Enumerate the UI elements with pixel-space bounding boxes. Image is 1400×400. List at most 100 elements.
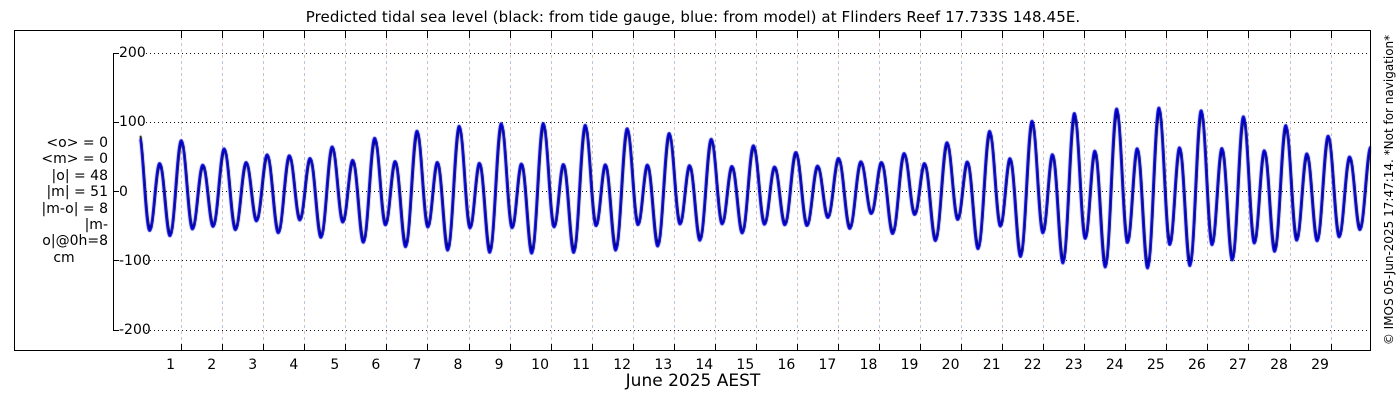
y-tick [114, 191, 119, 193]
x-tick-top [591, 31, 593, 38]
x-tick-label: 5 [330, 357, 340, 373]
x-tick-label: 7 [412, 357, 422, 373]
y-tick [114, 260, 119, 262]
stat-line-mean-o: <o> = 0 [46, 135, 108, 151]
x-tick-label: 15 [736, 357, 755, 373]
x-tick-top [1125, 31, 1127, 38]
x-tick-bottom [304, 344, 306, 351]
x-tick-bottom [632, 344, 634, 351]
x-tick-bottom [181, 344, 183, 351]
stat-units-label: cm [53, 249, 75, 266]
x-tick-label: 20 [941, 357, 960, 373]
x-tick-bottom [1330, 344, 1332, 351]
x-tick-top [755, 31, 757, 38]
x-tick-label: 27 [1229, 357, 1247, 373]
stat-line-abs-m: |m| = 51 [46, 184, 108, 201]
x-tick-top [714, 31, 716, 38]
y-tick-label: 0 [119, 183, 128, 200]
x-tick-top [1043, 31, 1045, 38]
x-tick-bottom [1166, 344, 1168, 351]
x-tick-label: 11 [572, 357, 591, 373]
x-tick-label: 18 [859, 357, 878, 373]
y-tick-label: -100 [119, 252, 151, 269]
x-tick-top [1002, 31, 1004, 38]
y-tick [114, 52, 119, 54]
x-tick-bottom [1002, 344, 1004, 351]
y-tick [114, 329, 119, 331]
stat-line-mean-m: <m> = 0 [41, 151, 108, 168]
x-tick-top [879, 31, 880, 38]
x-tick-label: 3 [248, 357, 258, 373]
x-tick-bottom [509, 344, 511, 351]
x-tick-top [1330, 31, 1332, 38]
x-tick-label: 26 [1187, 357, 1206, 373]
x-tick-bottom [263, 344, 265, 351]
x-tick-top [920, 31, 922, 38]
x-tick-top [1084, 31, 1086, 38]
x-tick-label: 2 [207, 357, 217, 373]
x-tick-bottom [386, 344, 388, 351]
x-tick-label: 12 [613, 357, 632, 373]
y-axis-line [113, 53, 114, 331]
x-tick-label: 17 [818, 357, 837, 373]
x-tick-bottom [345, 344, 347, 351]
y-tick-label: 100 [119, 114, 146, 131]
x-tick-label: 22 [1023, 357, 1042, 373]
x-tick-label: 1 [166, 357, 176, 373]
x-tick-top [1207, 31, 1209, 38]
x-tick-label: 8 [453, 357, 463, 373]
x-tick-bottom [1248, 344, 1250, 351]
stats-block: <o> = 0 <m> = 0 |o| = 48 |m| = 51 |m-o| … [20, 135, 108, 266]
x-tick-top [961, 31, 963, 38]
stat-line-mo-0h: |m-o|@0h=8 [42, 217, 108, 250]
x-tick-label: 13 [654, 357, 673, 373]
x-tick-bottom [755, 344, 757, 351]
x-tick-bottom [591, 344, 593, 351]
x-tick-top [837, 31, 839, 38]
y-tick [114, 121, 119, 123]
x-tick-top [1166, 31, 1168, 38]
x-tick-label: 4 [289, 357, 299, 373]
x-tick-bottom [427, 344, 429, 351]
x-tick-bottom [222, 344, 224, 351]
x-tick-label: 10 [531, 357, 549, 373]
x-tick-bottom [468, 344, 470, 351]
y-tick-label: 200 [119, 45, 146, 62]
x-tick-top [304, 31, 306, 38]
x-tick-top [181, 31, 183, 38]
x-tick-label: 16 [777, 357, 796, 373]
x-tick-top [796, 31, 798, 38]
x-tick-label: 24 [1105, 357, 1124, 373]
x-tick-top [427, 31, 429, 38]
stat-line-abs-mo: |m-o| = 8 [41, 200, 109, 217]
x-tick-label: 25 [1146, 357, 1165, 373]
stat-line-abs-o: |o| = 48 [51, 167, 108, 184]
x-tick-bottom [1207, 344, 1209, 351]
x-tick-top [1248, 31, 1250, 38]
x-tick-label: 9 [494, 357, 504, 373]
x-tick-bottom [796, 344, 798, 351]
x-tick-top [673, 31, 675, 38]
x-tick-label: 23 [1064, 357, 1083, 373]
x-tick-top [222, 31, 224, 38]
x-tick-bottom [550, 344, 552, 351]
x-tick-top [345, 31, 347, 38]
x-tick-bottom [879, 344, 880, 351]
x-tick-label: 28 [1270, 357, 1288, 373]
x-tick-label: 29 [1311, 357, 1329, 373]
x-tick-bottom [1289, 344, 1291, 351]
x-tick-bottom [714, 344, 716, 351]
x-tick-top [263, 31, 265, 38]
x-tick-bottom [673, 344, 675, 351]
x-tick-label: 21 [982, 357, 1001, 373]
x-tick-top [632, 31, 634, 38]
x-tick-label: 6 [371, 357, 381, 373]
x-tick-bottom [1125, 344, 1127, 351]
x-tick-bottom [1043, 344, 1045, 351]
x-tick-bottom [920, 344, 922, 351]
x-tick-bottom [961, 344, 963, 351]
x-tick-top [1289, 31, 1291, 38]
x-tick-bottom [1084, 344, 1086, 351]
